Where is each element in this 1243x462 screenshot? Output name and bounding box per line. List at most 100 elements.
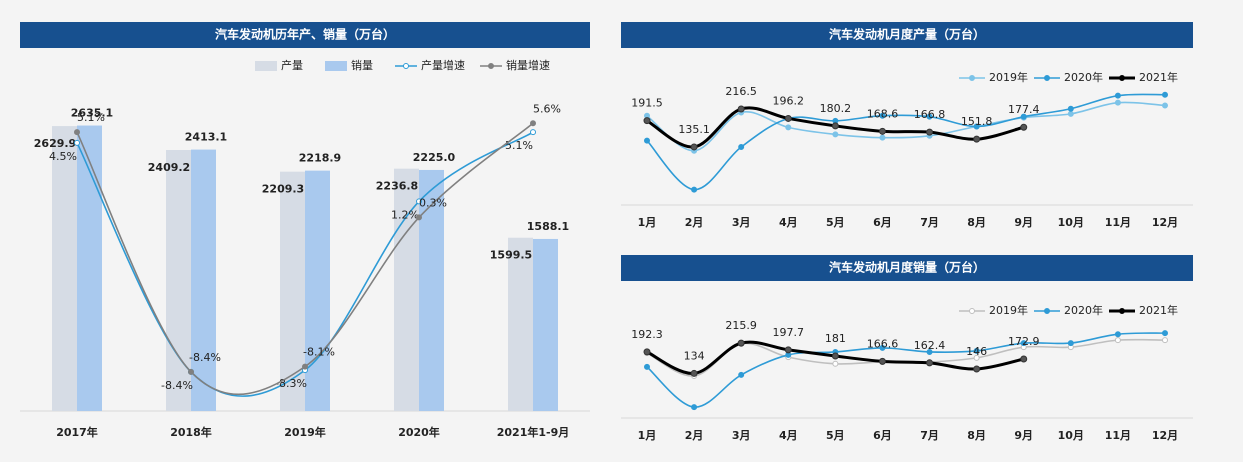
x-tick-label: 2018年 bbox=[170, 425, 212, 439]
x-tick-label: 9月 bbox=[1014, 216, 1033, 229]
panel-header bbox=[621, 22, 1193, 48]
point bbox=[691, 404, 698, 411]
point bbox=[1020, 355, 1028, 363]
x-tick-label: 9月 bbox=[1014, 429, 1033, 442]
point bbox=[784, 114, 792, 122]
x-tick-label: 6月 bbox=[873, 216, 892, 229]
legend-label: 销量增速 bbox=[506, 58, 550, 72]
point bbox=[643, 348, 651, 356]
bar bbox=[191, 149, 216, 412]
point bbox=[832, 360, 839, 367]
point bbox=[879, 344, 886, 351]
point bbox=[784, 346, 792, 354]
point-label: 177.4 bbox=[1008, 103, 1040, 116]
x-tick-label: 2月 bbox=[685, 216, 704, 229]
point bbox=[1162, 102, 1168, 109]
point bbox=[1020, 113, 1027, 120]
panel-title: 汽车发动机月度产量（万台） bbox=[829, 27, 985, 42]
legend-swatch bbox=[255, 61, 277, 71]
legend-swatch bbox=[325, 61, 347, 71]
bar-value-label: 1588.1 bbox=[527, 220, 569, 233]
x-tick-label: 11月 bbox=[1105, 216, 1131, 229]
bar bbox=[280, 171, 305, 411]
bar-value-label: 1599.5 bbox=[490, 249, 532, 262]
legend-label: 2021年 bbox=[1139, 70, 1178, 84]
point bbox=[832, 131, 839, 138]
growth-label: -8.3% bbox=[275, 377, 307, 390]
bar-value-label: 2409.2 bbox=[148, 161, 190, 174]
point bbox=[831, 122, 839, 130]
point-label: 166.8 bbox=[914, 108, 946, 121]
growth-marker bbox=[416, 198, 422, 205]
point bbox=[691, 186, 698, 193]
point bbox=[1067, 340, 1074, 347]
x-tick-label: 11月 bbox=[1105, 429, 1131, 442]
legend-label: 2020年 bbox=[1064, 303, 1103, 317]
point bbox=[738, 371, 745, 378]
growth-label: 5.1% bbox=[77, 111, 105, 124]
x-tick-label: 10月 bbox=[1058, 429, 1084, 442]
point-label: 166.6 bbox=[867, 337, 899, 350]
point bbox=[1162, 330, 1168, 337]
legend-label: 产量增速 bbox=[421, 58, 465, 72]
point-label: 135.1 bbox=[678, 123, 710, 136]
x-tick-label: 6月 bbox=[873, 429, 892, 442]
point bbox=[926, 359, 934, 367]
point bbox=[1114, 331, 1121, 338]
bar-value-label: 2635.1 bbox=[71, 107, 113, 120]
x-tick-label: 2019年 bbox=[284, 425, 326, 439]
x-tick-label: 7月 bbox=[920, 429, 939, 442]
legend-label: 2020年 bbox=[1064, 70, 1103, 84]
x-tick-label: 8月 bbox=[967, 216, 986, 229]
growth-marker bbox=[530, 129, 536, 136]
growth-label: 5.1% bbox=[505, 139, 533, 152]
point bbox=[1020, 123, 1028, 131]
growth-marker bbox=[530, 120, 536, 127]
point bbox=[1114, 337, 1121, 344]
legend-marker bbox=[1119, 308, 1125, 314]
point bbox=[738, 144, 745, 150]
point bbox=[831, 352, 839, 360]
x-tick-label: 2020年 bbox=[398, 425, 440, 439]
series-line bbox=[646, 93, 1166, 191]
point bbox=[878, 127, 886, 135]
point-label: 192.3 bbox=[631, 328, 663, 341]
bar-value-label: 2629.9 bbox=[34, 137, 76, 150]
x-tick-label: 2017年 bbox=[56, 425, 98, 439]
point bbox=[1114, 99, 1121, 106]
series-line bbox=[646, 338, 1166, 377]
point bbox=[1114, 92, 1121, 99]
panel-title: 汽车发动机月度销量（万台） bbox=[829, 260, 985, 275]
point bbox=[1067, 105, 1074, 112]
point bbox=[644, 137, 650, 144]
bar bbox=[305, 170, 330, 411]
x-tick-label: 2021年1-9月 bbox=[497, 425, 570, 439]
point bbox=[1162, 91, 1168, 98]
x-tick-label: 4月 bbox=[779, 216, 798, 229]
series-line bbox=[646, 101, 1166, 152]
point-label: 146 bbox=[966, 345, 987, 358]
legend-label: 产量 bbox=[281, 58, 303, 72]
legend-label: 2021年 bbox=[1139, 303, 1178, 317]
point bbox=[643, 117, 651, 125]
point-label: 168.6 bbox=[867, 107, 899, 120]
point bbox=[926, 113, 933, 120]
x-tick-label: 4月 bbox=[779, 429, 798, 442]
bar bbox=[77, 125, 102, 412]
point-label: 196.2 bbox=[773, 94, 805, 107]
point bbox=[737, 339, 745, 347]
x-tick-label: 12月 bbox=[1152, 216, 1178, 229]
growth-label: -8.4% bbox=[161, 379, 193, 392]
legend-marker bbox=[969, 75, 975, 81]
point-label: 162.4 bbox=[914, 339, 946, 352]
point bbox=[879, 134, 886, 141]
point bbox=[973, 123, 980, 130]
point-label: 215.9 bbox=[725, 319, 757, 332]
bar bbox=[394, 168, 419, 411]
x-tick-label: 12月 bbox=[1152, 429, 1178, 442]
point bbox=[1067, 110, 1074, 117]
point bbox=[785, 124, 792, 131]
point bbox=[737, 105, 745, 113]
legend-label: 2019年 bbox=[989, 70, 1028, 84]
